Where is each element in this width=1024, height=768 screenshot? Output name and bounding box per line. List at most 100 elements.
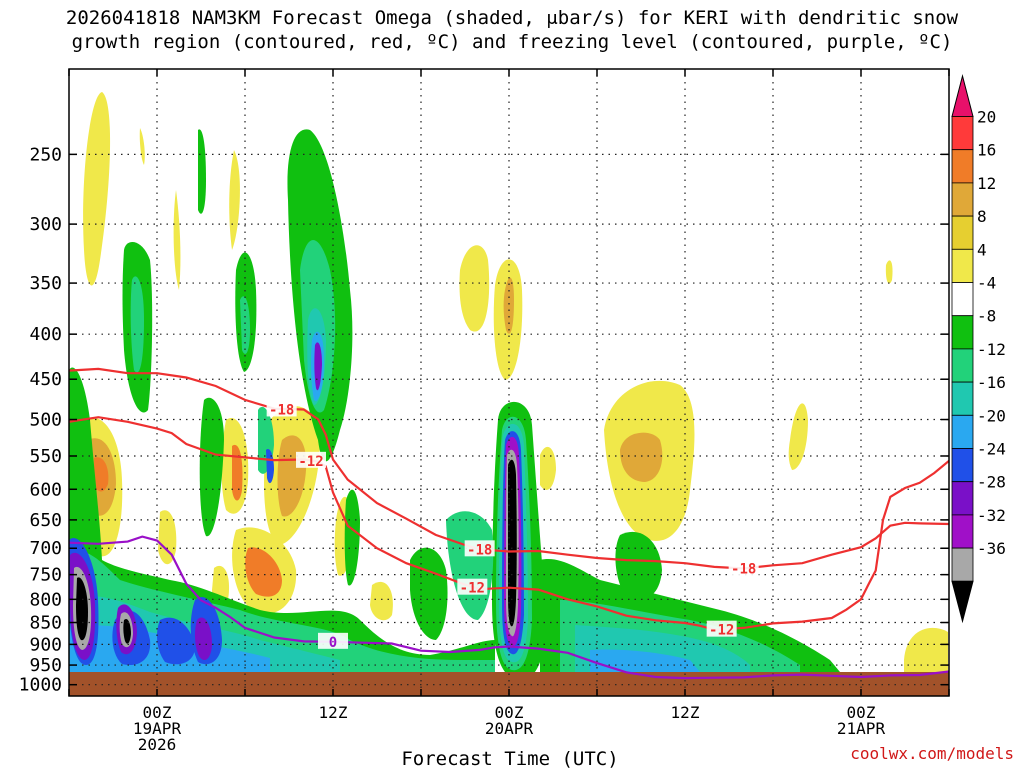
colorbar-segment <box>951 116 974 151</box>
colorbar-segment <box>951 182 974 217</box>
omega-positive-region <box>232 444 243 501</box>
x-tick-label: 00Z <box>847 703 876 722</box>
omega-negative-region <box>266 449 274 484</box>
dgz-contour-label-bg <box>457 578 488 595</box>
x-tick-label: 20APR <box>485 719 534 738</box>
colorbar-segment <box>951 547 974 582</box>
colorbar-label: -20 <box>977 406 1006 425</box>
colorbar-label: 16 <box>977 141 996 160</box>
dgz-contour-label-bg <box>296 451 326 468</box>
colorbar-segment <box>951 149 974 184</box>
omega-positive-region <box>370 581 393 621</box>
omega-negative-region <box>410 547 448 640</box>
colorbar-label: -36 <box>977 539 1006 558</box>
omega-negative-region <box>130 276 144 373</box>
omega-negative-region <box>590 649 700 672</box>
colorbar-label: -16 <box>977 373 1006 392</box>
y-tick-label: 400 <box>29 324 62 345</box>
omega-positive-region <box>158 510 177 565</box>
y-tick-label: 900 <box>29 634 62 655</box>
x-tick-label: 19APR <box>133 719 182 738</box>
omega-negative-region <box>314 342 322 391</box>
colorbar-segment <box>951 448 974 483</box>
omega-positive-region <box>139 128 145 165</box>
dgz-contour-label: -12 <box>460 581 485 597</box>
colorbar-segment <box>951 381 974 416</box>
dgz-contour-label: -18 <box>467 542 492 558</box>
x-tick-label: 12Z <box>671 703 700 722</box>
colorbar-label: -24 <box>977 440 1006 459</box>
omega-negative-region <box>508 459 517 627</box>
omega-negative-region <box>157 617 196 665</box>
credit-text: coolwx.com/models <box>850 744 1014 763</box>
omega-positive-region <box>173 190 181 290</box>
omega-negative-region <box>344 489 360 586</box>
contour-lines: -18 -18 -18 -12 -12 -12 0 <box>69 367 949 680</box>
y-tick-label: 650 <box>29 510 62 531</box>
dgz-contour-label-bg <box>266 400 297 417</box>
omega-positive-region <box>229 150 240 250</box>
colorbar-label: 12 <box>977 174 996 193</box>
x-tick-label: 00Z <box>143 703 172 722</box>
omega-positive-region <box>885 260 893 284</box>
dgz-contour-label: -12 <box>709 623 734 639</box>
omega-positive-region <box>245 547 282 597</box>
y-tick-label: 600 <box>29 479 62 500</box>
omega-positive-region <box>788 403 808 470</box>
colorbar-label: -32 <box>977 506 1006 525</box>
colorbar-segment <box>951 315 974 350</box>
dgz-contour-label: -12 <box>298 454 323 470</box>
omega-negative-region <box>198 129 206 214</box>
colorbar-segment <box>951 248 974 283</box>
omega-positive-region <box>904 627 948 672</box>
colorbar-segment <box>951 215 974 250</box>
dgz-contour-label-bg <box>728 559 759 576</box>
chart-title-line-1: 2026041818 NAM3KM Forecast Omega (shaded… <box>65 7 959 29</box>
y-tick-label: 800 <box>29 589 62 610</box>
omega-positive-region <box>620 432 663 482</box>
omega-positive-region <box>503 277 514 334</box>
colorbar-segment <box>951 481 974 516</box>
y-tick-label: 350 <box>29 273 62 294</box>
colorbar-segment <box>951 282 974 317</box>
omega-positive-region <box>94 457 109 492</box>
colorbar-segment <box>951 348 974 383</box>
colorbar-label: -12 <box>977 340 1006 359</box>
omega-negative-region <box>199 397 224 537</box>
chart-title-line-2: growth region (contoured, red, ºC) and f… <box>71 31 953 53</box>
omega-negative-region <box>194 617 212 661</box>
freezing-level-label-bg <box>318 632 348 649</box>
x-tick-label: 2026 <box>138 735 177 754</box>
freezing-level-label: 0 <box>329 635 337 651</box>
dgz-contour-label-bg <box>464 540 495 557</box>
colorbar-segment <box>951 514 974 549</box>
colorbar: 20 16 12 8 4 -4 -8 -12 -16 -20 -24 -28 -32 -36 <box>951 74 1006 624</box>
omega-negative-region <box>615 531 662 600</box>
omega-negative-region <box>240 296 250 354</box>
colorbar-label: 8 <box>977 207 987 226</box>
y-tick-label: 750 <box>29 565 62 586</box>
y-tick-label: 700 <box>29 538 62 559</box>
x-tick-label: 00Z <box>495 703 524 722</box>
omega-shading <box>69 92 948 680</box>
omega-positive-region <box>83 92 111 286</box>
colorbar-label: -28 <box>977 473 1006 492</box>
colorbar-label: -4 <box>977 274 996 293</box>
y-tick-label: 300 <box>29 214 62 235</box>
y-tick-label: 450 <box>29 369 62 390</box>
colorbar-bottom-arrow <box>951 580 974 624</box>
omega-negative-region <box>76 577 88 641</box>
colorbar-label: 20 <box>977 108 996 127</box>
y-tick-label: 500 <box>29 410 62 431</box>
omega-positive-region <box>459 245 490 332</box>
grid-lines <box>69 69 949 696</box>
colorbar-segment <box>951 414 974 449</box>
y-tick-label: 250 <box>29 144 62 165</box>
colorbar-label: -8 <box>977 307 996 326</box>
dgz-contour-line <box>69 416 949 631</box>
y-tick-label: 1000 <box>19 675 62 696</box>
omega-negative-region <box>446 511 494 620</box>
x-tick-label: 12Z <box>319 703 348 722</box>
